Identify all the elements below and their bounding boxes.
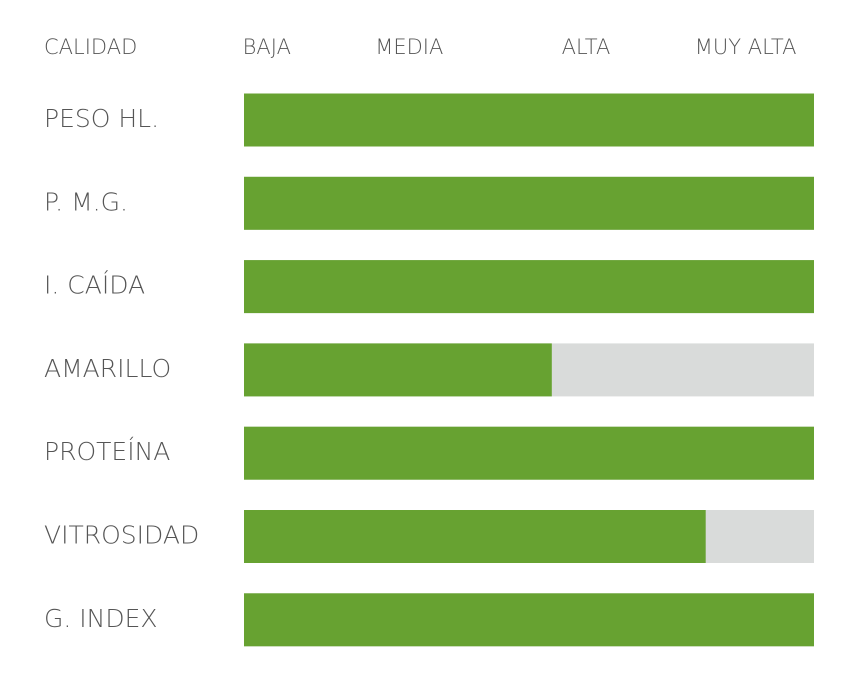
category-label: I. CAÍDA	[44, 271, 145, 300]
bar	[244, 510, 706, 563]
x-tick-label: MEDIA	[375, 35, 443, 59]
category-label: AMARILLO	[44, 354, 171, 383]
bar	[244, 426, 814, 480]
bar	[244, 176, 814, 230]
category-label: P. M.G.	[44, 187, 128, 216]
x-tick-label: BAJA	[243, 35, 291, 59]
bar	[244, 260, 814, 314]
x-tick-label: MUY ALTA	[695, 35, 797, 59]
category-label: G. INDEX	[44, 604, 158, 633]
bar	[244, 93, 814, 147]
y-axis-label: CALIDAD	[44, 35, 137, 59]
category-label: PESO HL.	[44, 104, 159, 133]
bar	[244, 343, 552, 397]
category-label: VITROSIDAD	[44, 521, 199, 550]
bar	[244, 593, 814, 647]
category-label: PROTEÍNA	[44, 437, 170, 466]
x-tick-label: ALTA	[562, 35, 611, 59]
